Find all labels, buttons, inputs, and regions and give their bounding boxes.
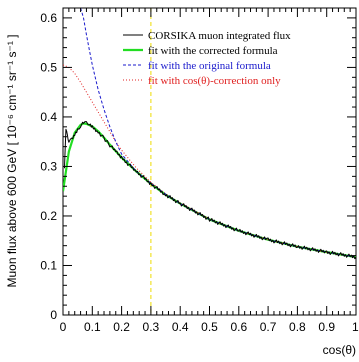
y-tick-label: 0.5 xyxy=(40,60,57,74)
legend-label-0: CORSIKA muon integrated flux xyxy=(148,30,291,42)
x-tick-label: 0 xyxy=(60,320,67,334)
series-line-2 xyxy=(80,8,356,258)
series-line-1 xyxy=(63,122,356,259)
x-tick-label: 0.8 xyxy=(289,320,306,334)
y-tick-label: 0 xyxy=(50,308,57,322)
y-tick-label: 0.6 xyxy=(40,11,57,25)
x-tick-label: 0.6 xyxy=(230,320,247,334)
x-tick-label: 0.9 xyxy=(318,320,335,334)
legend-label-2: fit with the original formula xyxy=(148,60,271,72)
x-tick-label: 0.2 xyxy=(113,320,130,334)
y-tick-label: 0.1 xyxy=(40,258,57,272)
x-tick-label: 0.3 xyxy=(143,320,160,334)
legend: CORSIKA muon integrated flux fit with the… xyxy=(123,30,291,87)
x-tick-label: 0.5 xyxy=(201,320,218,334)
y-tick-label: 0.4 xyxy=(40,110,57,124)
y-axis-title: Muon flux above 600 GeV [ 10⁻⁶ cm⁻¹ sr⁻¹… xyxy=(5,34,19,287)
ticks-layer: 0 0.1 0.2 0.3 0.4 0.5 0.6 0.7 0.8 0.9 1 0 0.1 0.2 0.3 0… xyxy=(40,7,359,334)
y-tick-label: 0.3 xyxy=(40,159,57,173)
x-tick-label: 0.1 xyxy=(84,320,101,334)
y-tick-label: 0.2 xyxy=(40,209,57,223)
x-tick-label: 0.7 xyxy=(260,320,277,334)
series-line-0 xyxy=(63,121,356,260)
x-axis-title: cos(θ) xyxy=(323,343,356,357)
x-tick-label: 0.4 xyxy=(172,320,189,334)
legend-label-3: fit with cos(θ)-correction only xyxy=(148,75,281,87)
legend-label-1: fit with the corrected formula xyxy=(148,45,278,57)
series-line-3 xyxy=(63,64,356,258)
x-tick-label: 1 xyxy=(352,320,359,334)
series-layer xyxy=(63,8,356,315)
